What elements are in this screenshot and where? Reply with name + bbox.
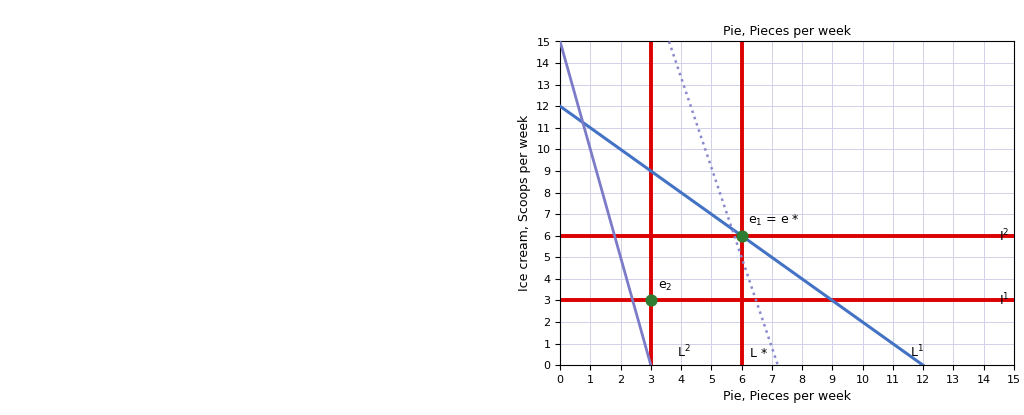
Point (643, 297, 659, 304)
Title: Pie, Pieces per week: Pie, Pieces per week (723, 24, 851, 37)
Text: I$^2$: I$^2$ (998, 227, 1010, 244)
Text: I$^1$: I$^1$ (998, 292, 1010, 309)
Text: L *: L * (750, 347, 767, 360)
Text: e$_1$ = e *: e$_1$ = e * (748, 213, 800, 228)
Y-axis label: Ice cream, Scoops per week: Ice cream, Scoops per week (518, 115, 530, 291)
Text: e$_2$: e$_2$ (658, 280, 673, 293)
Text: L$^2$: L$^2$ (677, 343, 691, 360)
X-axis label: Pie, Pieces per week: Pie, Pieces per week (723, 391, 851, 403)
Point (733, 232, 750, 239)
Text: L$^1$: L$^1$ (910, 343, 924, 360)
